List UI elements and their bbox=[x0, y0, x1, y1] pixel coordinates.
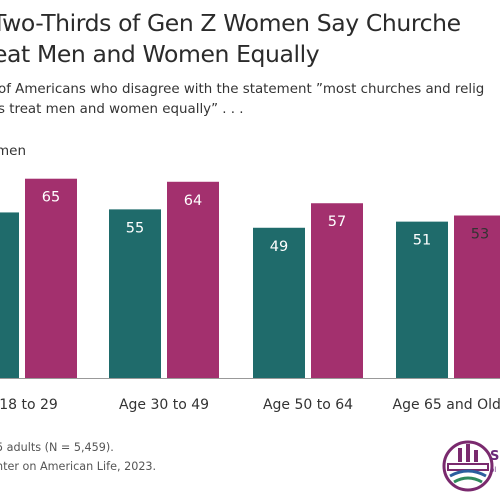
bar-a-0 bbox=[0, 212, 19, 378]
chart-subtitle: of Americans who disagree with the state… bbox=[0, 80, 500, 120]
bar-a-3 bbox=[396, 221, 448, 378]
category-label-3: Age 65 and Olde bbox=[393, 397, 500, 413]
data-label-b-1: 64 bbox=[184, 193, 202, 209]
data-label-b-2: 57 bbox=[328, 214, 346, 230]
data-label-a-1: 55 bbox=[126, 220, 144, 236]
chart-title: Two-Thirds of Gen Z Women Say Churche ea… bbox=[0, 8, 500, 70]
chart-title-line-2: eat Men and Women Equally bbox=[0, 40, 320, 68]
source-line-1: 5 adults (N = 5,459). bbox=[0, 441, 114, 454]
logo-text: Su bbox=[490, 449, 500, 464]
chart-subtitle-line-2: s treat men and women equally” . . . bbox=[0, 102, 244, 117]
chart-title-line-1: Two-Thirds of Gen Z Women Say Churche bbox=[0, 9, 461, 37]
data-label-b-3: 53 bbox=[471, 227, 489, 243]
bar-a-2 bbox=[253, 227, 305, 378]
bar-b-1 bbox=[167, 181, 219, 378]
bar-a-1 bbox=[109, 209, 161, 378]
data-label-a-3: 51 bbox=[413, 233, 431, 249]
category-label-0: e 18 to 29 bbox=[0, 397, 58, 413]
data-label-a-2: 49 bbox=[270, 239, 288, 255]
source-note: 5 adults (N = 5,459). nter on American L… bbox=[0, 438, 156, 476]
logo-subtext: ol bbox=[490, 466, 497, 474]
category-label-2: Age 50 to 64 bbox=[263, 397, 353, 413]
category-label-1: Age 30 to 49 bbox=[119, 397, 209, 413]
data-label-b-0: 65 bbox=[42, 190, 60, 206]
chart-subtitle-line-1: of Americans who disagree with the state… bbox=[0, 82, 485, 97]
source-line-2: nter on American Life, 2023. bbox=[0, 460, 157, 473]
survey-center-logo-icon bbox=[442, 440, 494, 492]
bar-b-0 bbox=[25, 178, 77, 378]
legend-label: men bbox=[0, 143, 27, 159]
bar-b-2 bbox=[311, 203, 363, 378]
bar-b-3 bbox=[454, 215, 500, 378]
